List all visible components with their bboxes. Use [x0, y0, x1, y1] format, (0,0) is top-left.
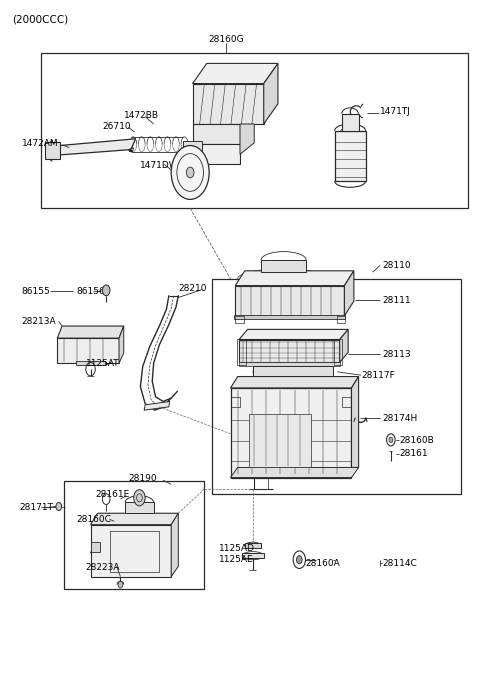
Text: 28161E: 28161E [96, 490, 130, 499]
Polygon shape [234, 315, 345, 319]
Text: 28213A: 28213A [22, 317, 56, 326]
Polygon shape [125, 502, 154, 513]
Polygon shape [235, 271, 354, 286]
Text: 26710: 26710 [102, 122, 131, 130]
Polygon shape [335, 131, 366, 181]
Text: 1125AD: 1125AD [219, 544, 254, 553]
Polygon shape [239, 362, 340, 367]
Polygon shape [245, 543, 261, 548]
Bar [235, 316, 244, 323]
Text: 28161: 28161 [399, 449, 428, 458]
Text: 28210: 28210 [179, 284, 207, 293]
Circle shape [186, 167, 194, 178]
Polygon shape [46, 142, 60, 159]
Bar [212, 279, 461, 494]
Polygon shape [183, 141, 202, 168]
Bar [237, 340, 246, 365]
Polygon shape [230, 388, 351, 477]
Text: 1472AM: 1472AM [22, 139, 59, 148]
Polygon shape [342, 114, 359, 131]
Bar [64, 481, 204, 589]
Circle shape [297, 555, 302, 564]
Circle shape [171, 145, 209, 200]
Text: 28171T: 28171T [19, 503, 53, 513]
Polygon shape [91, 525, 171, 576]
Text: 28160C: 28160C [76, 515, 111, 524]
Polygon shape [235, 286, 344, 316]
Polygon shape [239, 340, 340, 363]
Text: 86155: 86155 [22, 287, 50, 295]
Text: 28117F: 28117F [361, 371, 395, 380]
Text: 28160G: 28160G [208, 35, 243, 44]
Text: 28111: 28111 [383, 296, 411, 305]
Text: 1125AE: 1125AE [219, 555, 253, 564]
Text: 28160A: 28160A [305, 559, 340, 568]
Polygon shape [144, 401, 170, 410]
Polygon shape [91, 542, 100, 551]
Polygon shape [344, 271, 354, 316]
Text: 28223A: 28223A [86, 563, 120, 572]
Text: (2000CCC): (2000CCC) [12, 15, 69, 24]
Polygon shape [261, 260, 306, 272]
Polygon shape [192, 144, 240, 164]
Polygon shape [50, 139, 136, 155]
Text: 28110: 28110 [383, 261, 411, 270]
Text: 28190: 28190 [129, 475, 157, 483]
Polygon shape [91, 513, 179, 525]
Polygon shape [230, 467, 359, 477]
Polygon shape [240, 124, 254, 154]
Polygon shape [230, 377, 359, 388]
Polygon shape [239, 329, 348, 340]
Bar [334, 340, 342, 365]
Text: 28113: 28113 [383, 350, 411, 359]
Circle shape [389, 437, 393, 443]
Polygon shape [57, 338, 119, 363]
Circle shape [56, 502, 61, 511]
Polygon shape [250, 414, 311, 467]
Polygon shape [192, 63, 278, 84]
Circle shape [118, 581, 123, 588]
Text: 28174H: 28174H [383, 414, 418, 424]
Text: 1471DW: 1471DW [140, 161, 179, 170]
Polygon shape [242, 553, 264, 557]
Polygon shape [192, 84, 264, 124]
Polygon shape [264, 63, 278, 124]
Polygon shape [351, 377, 359, 467]
Bar [109, 532, 159, 572]
Bar [337, 316, 345, 323]
Bar [41, 53, 468, 208]
Text: 1471TJ: 1471TJ [380, 107, 411, 116]
Polygon shape [340, 329, 348, 363]
Polygon shape [171, 513, 179, 576]
Polygon shape [57, 326, 124, 338]
Text: 1125AT: 1125AT [86, 359, 120, 367]
Polygon shape [192, 124, 240, 144]
Circle shape [102, 285, 110, 296]
Polygon shape [253, 367, 333, 377]
Polygon shape [76, 361, 105, 365]
Text: 86156: 86156 [76, 287, 105, 295]
Text: 1472BB: 1472BB [124, 111, 159, 120]
Text: 28114C: 28114C [383, 559, 417, 568]
Polygon shape [119, 326, 124, 363]
Text: 28160B: 28160B [399, 436, 434, 445]
Circle shape [134, 490, 145, 506]
